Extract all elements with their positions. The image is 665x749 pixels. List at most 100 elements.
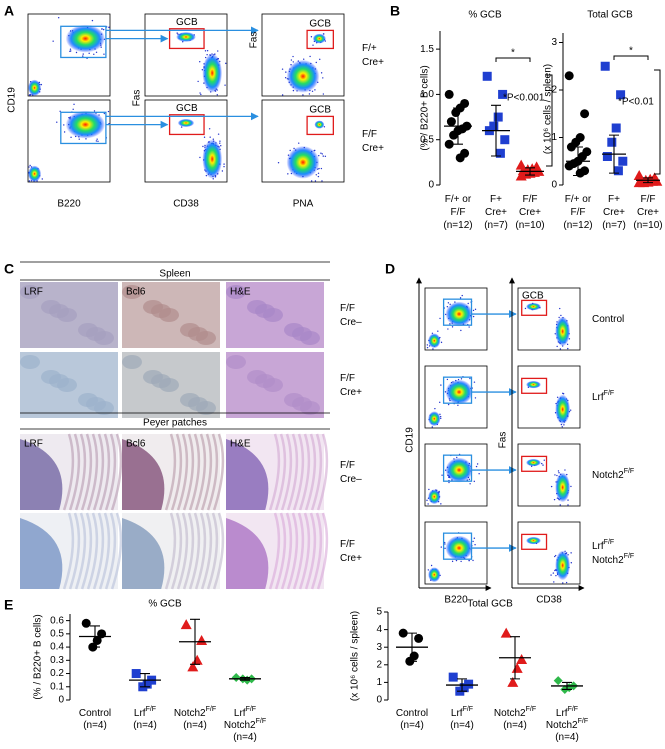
event-dot [96, 138, 98, 140]
gate [168, 28, 205, 50]
event-dot [456, 456, 458, 459]
tissue [268, 512, 281, 590]
data-point [196, 634, 208, 645]
error-bar [562, 681, 572, 690]
label-base: Lrf [134, 708, 146, 719]
density [28, 79, 42, 97]
event-dot [220, 145, 222, 147]
event-dot [553, 498, 556, 501]
event-dot [208, 128, 211, 130]
x-tick-label-line: (n=4) [83, 720, 107, 731]
event-dot [554, 569, 556, 572]
x-tick-label-line: Cre+ [637, 207, 659, 218]
event-dot [460, 560, 462, 563]
axis-label: Fas [249, 32, 260, 49]
y-axis-label: (% / B220+ B cells) [33, 614, 44, 699]
x-tick-label-line: F/F [641, 194, 656, 205]
density [286, 145, 320, 179]
tissue [310, 433, 323, 511]
event-dot [554, 554, 557, 557]
label-sup: F/F [568, 706, 579, 713]
gate [521, 533, 548, 550]
gate [60, 25, 107, 59]
event-dot [468, 326, 470, 328]
event-dot [562, 393, 565, 395]
label-base: Notch2 [494, 708, 526, 719]
follicle [143, 370, 163, 384]
row-label-line: F/F [340, 303, 355, 314]
data-point [564, 161, 574, 171]
event-dot [78, 138, 80, 140]
event-dot [457, 404, 459, 406]
data-point [231, 673, 241, 683]
y-tick-label: 0 [428, 180, 434, 191]
event-dot [447, 302, 450, 304]
data-point [444, 89, 454, 99]
event-dot [322, 33, 325, 35]
row-label-line: F/F [340, 373, 355, 384]
column-label: Bcl6 [126, 287, 146, 298]
tissue [292, 433, 305, 511]
column-label: H&E [230, 439, 251, 450]
column-label: LRF [24, 287, 43, 298]
data-point [613, 166, 623, 176]
row-label: F/F Cre+ [340, 539, 362, 564]
error-bar [525, 167, 535, 176]
event-dot [314, 180, 317, 182]
follicle [78, 323, 98, 337]
event-dot [309, 55, 311, 58]
event-dot [314, 89, 316, 91]
x-tick-label-line: LrfF/F [556, 706, 578, 718]
event-dot [564, 469, 566, 471]
event-dot [281, 94, 284, 96]
event-dot [70, 136, 72, 139]
data-point [495, 148, 505, 158]
event-dot [206, 50, 209, 52]
data-point [500, 135, 510, 145]
tissue [122, 439, 165, 510]
row-label: LrfF/F [592, 390, 614, 402]
tissue [226, 518, 269, 589]
tissue [62, 512, 75, 590]
event-dot [439, 413, 441, 416]
event-dot [322, 93, 325, 95]
x-tick-label-line: (n=10) [515, 220, 544, 231]
tissue [316, 433, 329, 511]
flow-plot [517, 365, 581, 429]
event-dot [176, 32, 178, 34]
event-dot [180, 126, 183, 128]
label-base: Lrf [556, 708, 568, 719]
tissue [164, 512, 177, 590]
flow-plot [517, 287, 581, 351]
data-point [131, 669, 141, 679]
event-dot [437, 330, 439, 332]
label-base: Lrf [592, 392, 604, 403]
event-dot [303, 58, 305, 60]
gate [442, 376, 473, 404]
y-tick-label: 0 [551, 180, 557, 191]
event-dot [108, 26, 110, 29]
data-point [616, 90, 626, 100]
event-dot [444, 543, 446, 545]
event-dot [216, 94, 218, 96]
annotation: *P<0.001 [503, 93, 545, 104]
y-tick-label: 0.4 [50, 642, 64, 653]
event-dot [559, 307, 561, 310]
tissue [110, 512, 123, 590]
follicle [20, 285, 40, 299]
error-bar [573, 146, 583, 177]
event-dot [439, 317, 441, 320]
event-dot [440, 546, 442, 548]
row-label-line: Cre+ [362, 143, 384, 154]
event-dot [468, 478, 471, 481]
x-tick-label: Notch2F/F (n=4) [494, 706, 536, 730]
event-dot [426, 344, 429, 346]
event-dot [203, 136, 206, 138]
event-dot [560, 314, 562, 317]
section-title: Peyer patches [143, 418, 207, 429]
event-dot [428, 488, 430, 491]
event-dot [209, 136, 211, 138]
event-dot [95, 51, 98, 53]
x-tick-label-line: Notch2F/F [546, 718, 588, 730]
